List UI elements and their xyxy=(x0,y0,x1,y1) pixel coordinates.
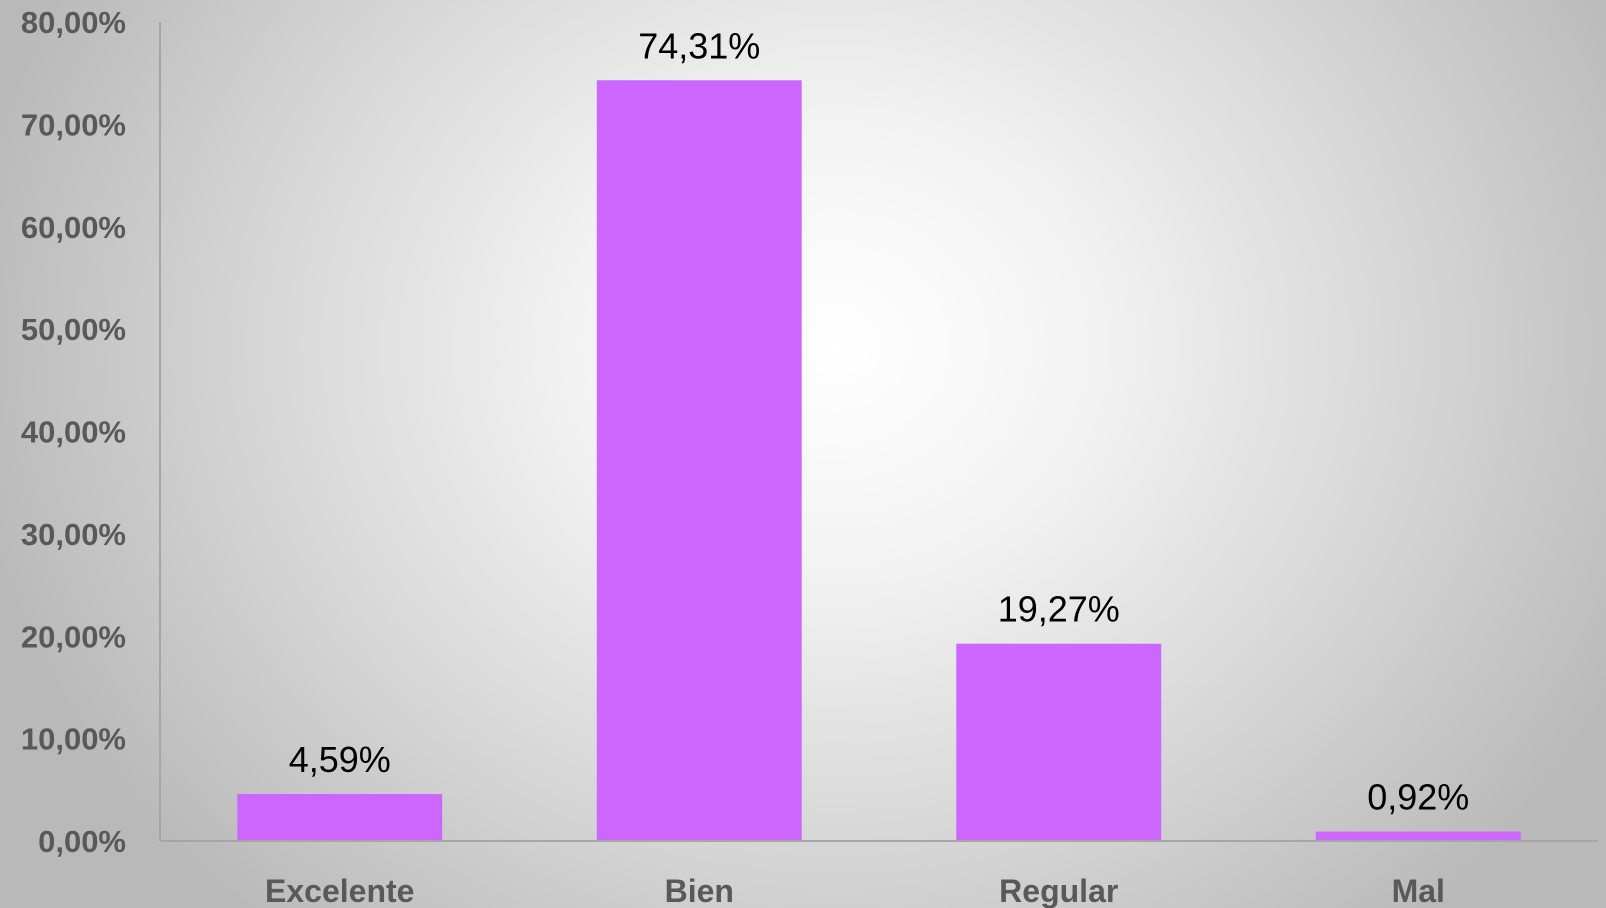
bar xyxy=(1315,831,1521,841)
bar xyxy=(237,794,443,841)
x-tick-label: Mal xyxy=(1392,873,1445,908)
bar xyxy=(956,643,1162,841)
y-tick-label: 60,00% xyxy=(21,210,126,245)
y-tick-label: 50,00% xyxy=(21,312,126,347)
data-label: 4,59% xyxy=(289,739,391,780)
y-tick-label: 70,00% xyxy=(21,107,126,142)
y-tick-label: 20,00% xyxy=(21,619,126,654)
x-tick-label: Bien xyxy=(665,873,734,908)
data-label: 0,92% xyxy=(1367,777,1469,818)
y-tick-label: 40,00% xyxy=(21,415,126,450)
data-label: 19,27% xyxy=(998,589,1120,630)
y-tick-label: 80,00% xyxy=(21,5,126,40)
y-tick-label: 10,00% xyxy=(21,722,126,757)
data-label: 74,31% xyxy=(638,25,760,66)
y-tick-label: 30,00% xyxy=(21,517,126,552)
bar xyxy=(596,80,802,842)
x-tick-label: Regular xyxy=(999,873,1118,908)
y-tick-label: 0,00% xyxy=(38,824,126,859)
x-tick-label: Excelente xyxy=(265,873,414,908)
